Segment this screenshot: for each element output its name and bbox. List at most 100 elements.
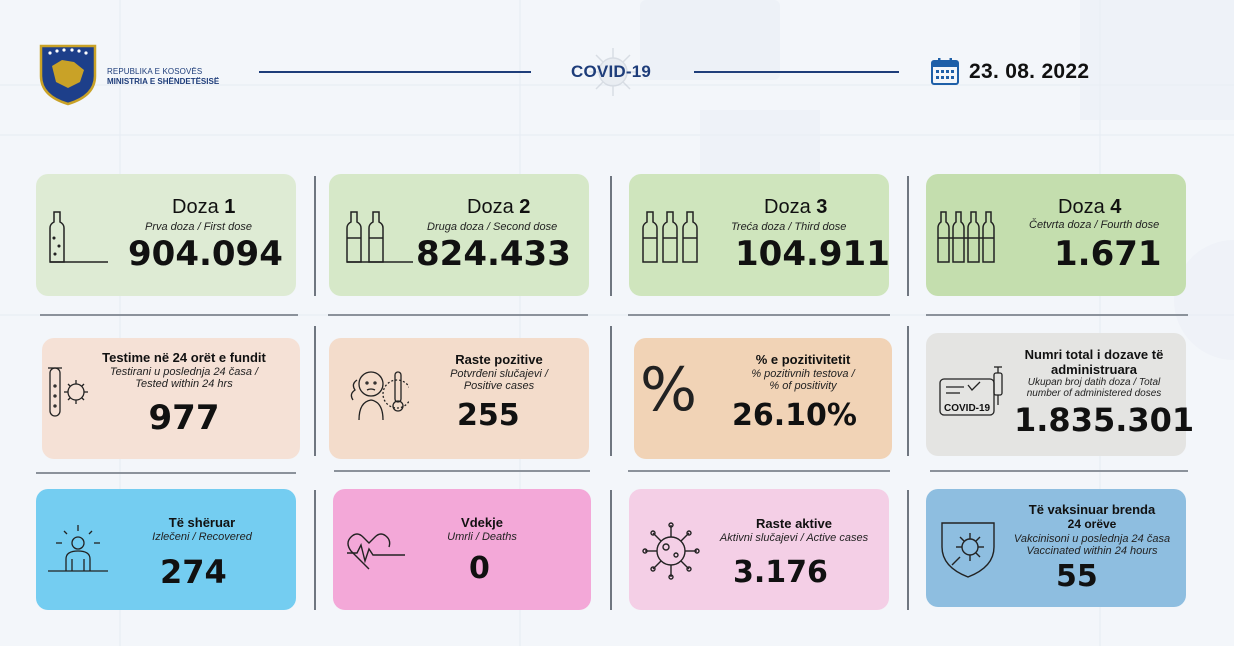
recovered-title: Të shëruar	[168, 515, 236, 530]
vaccinated-24h-title-2: 24 orëve	[1067, 517, 1117, 531]
separator	[907, 326, 909, 456]
positive-cases-subtitle-1: Potvrđeni slučajevi /	[450, 368, 548, 380]
separator	[930, 470, 1188, 472]
dose-1-title: Doza 1	[172, 196, 235, 219]
total-doses-value: 1.835.301	[1014, 401, 1195, 439]
dose-4-value: 1.671	[1054, 234, 1162, 274]
dose-2-label: Doza	[467, 196, 514, 218]
tests-value: 977	[148, 398, 220, 438]
vial-icon	[642, 211, 698, 263]
dose-1-card: Doza 1 Prva doza / First dose 904.094	[36, 174, 296, 296]
dose-1-number: 1	[224, 196, 236, 218]
active-cases-subtitle: Aktivni slučajevi / Active cases	[719, 532, 869, 544]
vial-icon	[49, 211, 108, 263]
tests-title: Testime në 24 orët e fundit	[102, 350, 266, 365]
tests-card: Testime në 24 orët e fundit Testirani u …	[42, 338, 300, 459]
heartbeat-icon	[347, 533, 405, 570]
separator	[334, 470, 590, 472]
dose-3-number: 3	[816, 196, 828, 218]
separator	[907, 176, 909, 296]
tests-subtitle-1: Testirani u poslednja 24 časa /	[109, 366, 259, 378]
deaths-title: Vdekje	[461, 515, 503, 530]
separator	[36, 472, 296, 474]
kosovo-emblem-icon	[39, 44, 97, 106]
positivity-value: 26.10%	[732, 398, 857, 433]
positive-cases-subtitle-2: Positive cases	[463, 380, 535, 392]
vial-icon	[346, 211, 413, 263]
page-title: COVID-19	[571, 62, 652, 81]
dose-1-subtitle: Prva doza / First dose	[145, 221, 252, 233]
recovered-subtitle: Izlečeni / Recovered	[152, 531, 252, 543]
separator	[328, 314, 588, 316]
positivity-subtitle-1: % pozitivnih testova /	[751, 368, 855, 380]
separator	[610, 326, 612, 456]
dose-4-card: Doza 4 Četvrta doza / Fourth dose 1.671	[926, 174, 1186, 296]
dose-3-value: 104.911	[735, 234, 890, 274]
shield-vaccine-icon	[941, 522, 995, 578]
vaccination-card-icon	[939, 366, 1003, 416]
dose-1-label: Doza	[172, 196, 219, 218]
recovered-card: Të shëruar Izlečeni / Recovered 274	[36, 489, 296, 610]
total-doses-title: Numri total i dozave të	[1024, 347, 1164, 362]
vaccinated-24h-title: Të vaksinuar brenda	[1028, 502, 1156, 517]
calendar-icon	[931, 58, 959, 85]
active-cases-value: 3.176	[733, 555, 828, 590]
positive-cases-value: 255	[457, 398, 520, 433]
dose-2-title: Doza 2	[467, 196, 530, 219]
dose-3-card: Doza 3 Treća doza / Third dose 104.911	[629, 174, 890, 296]
vaccinated-24h-card: Të vaksinuar brenda 24 orëve Vakcinisoni…	[926, 489, 1186, 607]
separator	[628, 470, 890, 472]
dose-4-subtitle: Četvrta doza / Fourth dose	[1029, 219, 1160, 231]
separator	[610, 176, 612, 296]
recovered-value: 274	[160, 553, 227, 591]
separator	[40, 314, 298, 316]
test-tube-icon	[48, 367, 88, 417]
deaths-card: Vdekje Umrli / Deaths 0	[333, 489, 591, 610]
dose-3-title: Doza 3	[764, 196, 827, 219]
active-cases-card: Raste aktive Aktivni slučajevi / Active …	[629, 489, 889, 610]
total-doses-subtitle-2: number of administered doses	[1026, 388, 1162, 399]
separator	[314, 176, 316, 296]
dose-3-label: Doza	[764, 196, 811, 218]
recovered-person-icon	[48, 525, 108, 572]
separator	[628, 314, 890, 316]
total-doses-card: COVID-19 Numri total i dozave të adminis…	[926, 333, 1194, 456]
sick-person-icon	[350, 371, 409, 421]
total-doses-subtitle-1: Ukupan broj datih doza / Total	[1027, 377, 1161, 388]
ministry-line1: REPUBLIKA E KOSOVËS	[107, 67, 203, 76]
positive-cases-title: Raste pozitive	[455, 352, 543, 367]
dose-1-value: 904.094	[128, 234, 283, 274]
ministry-line2: MINISTRIA E SHËNDETËSISË	[107, 77, 220, 86]
dose-3-subtitle: Treća doza / Third dose	[731, 221, 847, 233]
dose-4-title: Doza 4	[1058, 196, 1121, 219]
separator	[610, 490, 612, 610]
positivity-card: % % e pozitivitetit % pozitivnih testova…	[634, 338, 892, 459]
vial-icon	[937, 211, 995, 263]
positivity-subtitle-2: % of positivity	[769, 380, 837, 392]
vaccinated-24h-subtitle-2: Vaccinated within 24 hours	[1026, 545, 1158, 557]
header-line-right	[694, 71, 899, 73]
ministry-name: REPUBLIKA E KOSOVËS MINISTRIA E SHËNDETË…	[107, 67, 219, 87]
tests-subtitle-2: Tested within 24 hrs	[135, 378, 233, 390]
virus-icon	[589, 48, 637, 96]
total-doses-title-2: administruara	[1051, 362, 1137, 377]
separator	[314, 490, 316, 610]
vaccinated-24h-value: 55	[1056, 559, 1098, 594]
positivity-title: % e pozitivitetit	[755, 352, 851, 367]
deaths-subtitle: Umrli / Deaths	[447, 531, 517, 543]
dose-4-number: 4	[1110, 196, 1122, 218]
active-cases-title: Raste aktive	[756, 516, 832, 531]
covid-badge: COVID-19	[944, 403, 991, 414]
header-line-left	[259, 71, 531, 73]
dose-2-subtitle: Druga doza / Second dose	[427, 221, 558, 233]
dose-2-card: Doza 2 Druga doza / Second dose 824.433	[329, 174, 589, 296]
dose-2-value: 824.433	[416, 234, 571, 274]
report-date: 23. 08. 2022	[969, 60, 1090, 83]
deaths-value: 0	[469, 551, 490, 586]
separator	[314, 326, 316, 456]
positive-cases-card: Raste pozitive Potvrđeni slučajevi / Pos…	[329, 338, 589, 459]
vaccinated-24h-subtitle-1: Vakcinisoni u poslednja 24 časa	[1013, 533, 1171, 545]
virus-icon	[642, 522, 700, 580]
separator	[907, 490, 909, 610]
separator	[926, 314, 1188, 316]
